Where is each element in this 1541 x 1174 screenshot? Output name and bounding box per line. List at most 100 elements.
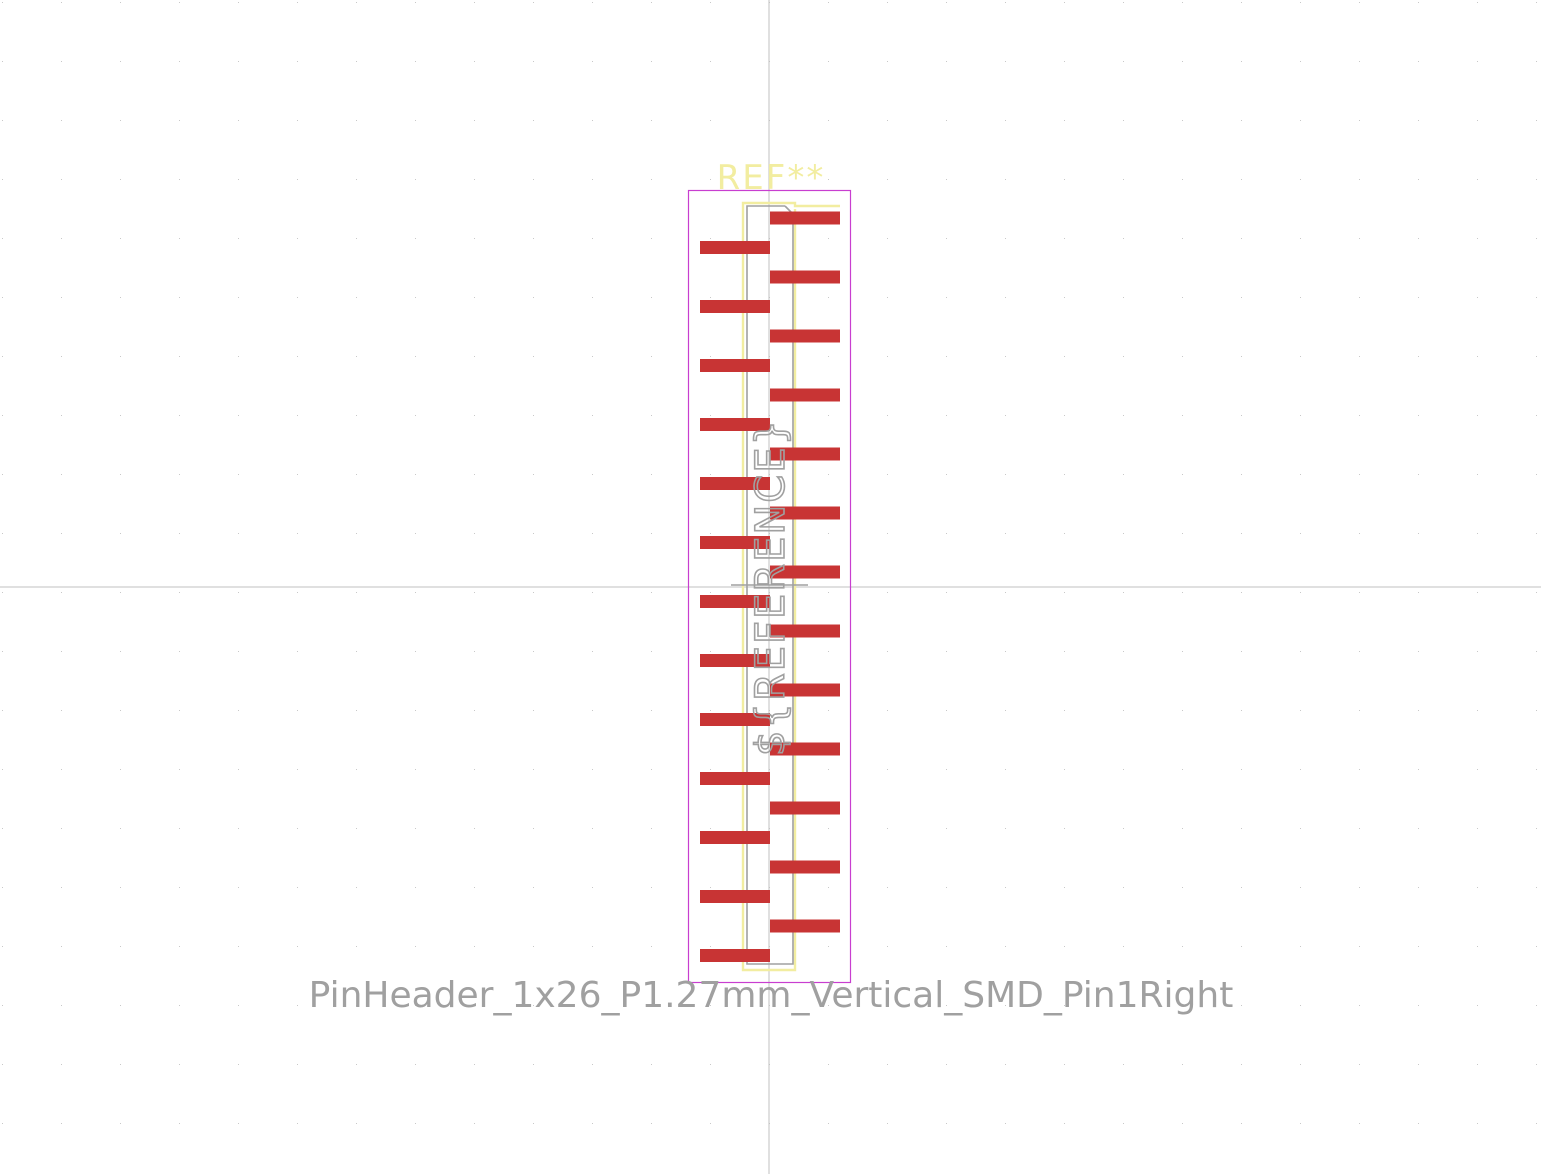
grid-dot <box>533 1064 534 1065</box>
pad-4[interactable] <box>700 300 770 313</box>
pad-22[interactable] <box>700 831 770 844</box>
grid-dot <box>1241 1064 1242 1065</box>
grid-dot <box>415 651 416 652</box>
grid-dot <box>1536 2 1537 3</box>
pad-13[interactable] <box>770 565 840 579</box>
grid-dot <box>1477 415 1478 416</box>
grid-dot <box>1064 415 1065 416</box>
pad-19[interactable] <box>770 742 840 756</box>
pad-6[interactable] <box>700 359 770 372</box>
pad-11[interactable] <box>770 506 840 520</box>
pad-25[interactable] <box>770 919 840 933</box>
grid-dot <box>1241 651 1242 652</box>
grid-dot <box>1477 1123 1478 1124</box>
pad-8[interactable] <box>700 418 770 431</box>
grid-dot <box>710 179 711 180</box>
grid-dot <box>2 533 3 534</box>
pad-12[interactable] <box>700 536 770 549</box>
grid-dot <box>2 769 3 770</box>
grid-dot <box>238 297 239 298</box>
grid-dot <box>1477 1064 1478 1065</box>
grid-dot <box>946 120 947 121</box>
pad-26[interactable] <box>700 949 770 962</box>
pad-7[interactable] <box>770 388 840 402</box>
grid-dot <box>61 61 62 62</box>
grid-dot <box>533 238 534 239</box>
grid-dot <box>474 710 475 711</box>
grid-dot <box>61 828 62 829</box>
grid-dot <box>651 651 652 652</box>
grid-dot <box>356 179 357 180</box>
pad-16[interactable] <box>700 654 770 667</box>
grid-dot <box>179 2 180 3</box>
grid-dot <box>356 120 357 121</box>
grid-dot <box>1300 592 1301 593</box>
grid-dot <box>1064 651 1065 652</box>
pad-14[interactable] <box>700 595 770 608</box>
grid-dot <box>592 887 593 888</box>
grid-dot <box>297 120 298 121</box>
grid-dot <box>828 592 829 593</box>
grid-dot <box>415 710 416 711</box>
pad-18[interactable] <box>700 713 770 726</box>
grid-dot <box>179 356 180 357</box>
grid-dot <box>120 297 121 298</box>
grid-dot <box>179 297 180 298</box>
grid-dot <box>828 474 829 475</box>
grid-dot <box>1418 474 1419 475</box>
grid-dot <box>1123 946 1124 947</box>
grid-dot <box>1359 1005 1360 1006</box>
grid-dot <box>1300 2 1301 3</box>
grid-dot <box>238 592 239 593</box>
grid-dot <box>1123 238 1124 239</box>
pad-21[interactable] <box>770 801 840 815</box>
grid-dot <box>474 887 475 888</box>
grid-dot <box>1123 1123 1124 1124</box>
grid-dot <box>1477 651 1478 652</box>
grid-dot <box>1241 474 1242 475</box>
pad-1[interactable] <box>770 211 840 225</box>
grid-dot <box>415 1005 416 1006</box>
grid-dot <box>61 297 62 298</box>
grid-dot <box>1064 297 1065 298</box>
pad-3[interactable] <box>770 270 840 284</box>
grid-dot <box>415 120 416 121</box>
grid-dot <box>1359 415 1360 416</box>
grid-dot <box>179 474 180 475</box>
grid-dot <box>1536 592 1537 593</box>
grid-dot <box>474 415 475 416</box>
grid-dot <box>238 710 239 711</box>
grid-dot <box>120 474 121 475</box>
grid-dot <box>297 1005 298 1006</box>
grid-dot <box>592 769 593 770</box>
pad-10[interactable] <box>700 477 770 490</box>
pad-23[interactable] <box>770 860 840 874</box>
grid-dot <box>1359 1064 1360 1065</box>
grid-dot <box>887 120 888 121</box>
grid-dot <box>1123 533 1124 534</box>
grid-dot <box>1359 533 1360 534</box>
pad-17[interactable] <box>770 683 840 697</box>
pad-24[interactable] <box>700 890 770 903</box>
grid-dot <box>474 1064 475 1065</box>
grid-dot <box>533 120 534 121</box>
grid-dot <box>1064 1005 1065 1006</box>
grid-dot <box>474 2 475 3</box>
grid-dot <box>2 297 3 298</box>
grid-dot <box>2 887 3 888</box>
pad-20[interactable] <box>700 772 770 785</box>
grid-dot <box>356 297 357 298</box>
silkscreen-outline <box>741 201 840 972</box>
pad-5[interactable] <box>770 329 840 343</box>
grid-dot <box>1359 710 1360 711</box>
pad-15[interactable] <box>770 624 840 638</box>
grid-dot <box>356 769 357 770</box>
grid-dot <box>1241 887 1242 888</box>
grid-dot <box>2 474 3 475</box>
grid-dot <box>1005 297 1006 298</box>
pad-9[interactable] <box>770 447 840 461</box>
grid-dot <box>1300 828 1301 829</box>
grid-dot <box>1418 1005 1419 1006</box>
pad-2[interactable] <box>700 241 770 254</box>
